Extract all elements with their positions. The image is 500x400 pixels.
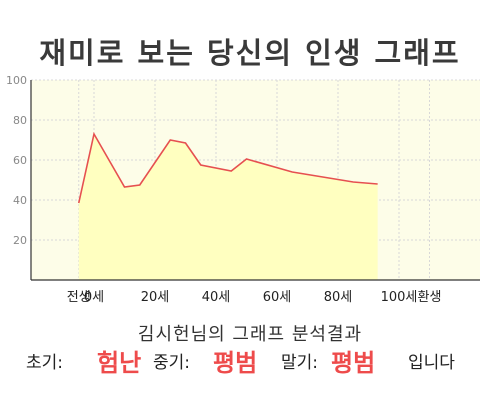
axes [30,80,480,281]
x-tick-label: 40세 [202,290,231,305]
x-tick-label: 100세 [381,290,418,305]
y-tick-label: 40 [13,194,27,207]
result-heading: 김시헌님의 그래프 분석결과 [137,324,363,345]
early-label: 초기: [26,353,64,373]
x-tick-label: 20세 [141,290,170,305]
area-fill [78,134,378,280]
x-tick-label: 환생 [418,290,442,305]
x-tick-label: 60세 [263,290,292,305]
x-tick-label: 80세 [324,290,353,305]
x-tick-label: 전생 [67,290,91,305]
middle-value: 평범 [213,349,258,377]
y-tick-label: 20 [13,234,27,247]
x-tick-label: 0세 [84,290,104,305]
y-tick-label: 60 [13,154,27,167]
chart-title: 재미로 보는 당신의 인생 그래프 [39,36,461,70]
late-label: 말기: [281,353,319,373]
y-axis-ticks: 20 40 60 80 100 [6,74,27,247]
series-line [77,131,378,204]
ending-text: 입니다 [408,353,455,373]
middle-label: 중기: [153,353,191,373]
y-tick-label: 80 [13,114,27,127]
y-tick-label: 100 [6,74,27,87]
late-value: 평범 [331,349,376,377]
early-value: 험난 [97,349,142,377]
